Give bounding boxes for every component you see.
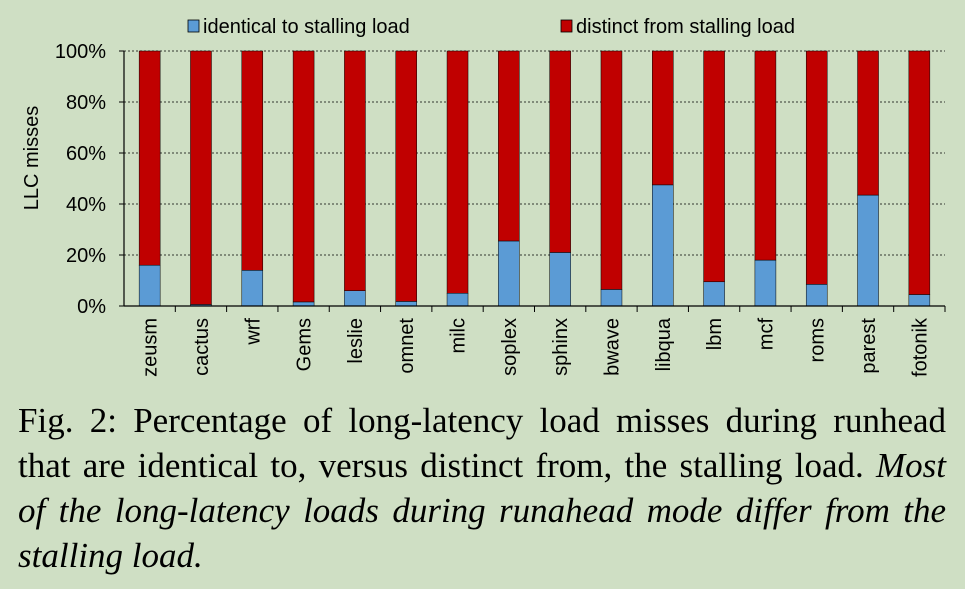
x-tick-label-omnet: omnet	[396, 318, 418, 374]
x-tick-label-parest: parest	[858, 318, 880, 374]
bar-identical-wrf	[241, 270, 264, 307]
bar-distinct-libqua	[652, 50, 674, 186]
bar-distinct-cactus	[190, 50, 212, 305]
x-tick-label-milc: milc	[448, 318, 470, 354]
x-tick-labels: zeusm cactus wrf Gems leslie omnet milc soplex s…	[140, 306, 946, 377]
bar-identical-zeusm	[138, 264, 161, 307]
caption-emphasis: Most of the long-latency loads during ru…	[18, 446, 947, 575]
y-tick-labels: 0% 20% 40% 60% 80% 100%	[55, 41, 124, 318]
x-tick-label-zeusm: zeusm	[140, 318, 162, 377]
y-tick-label: 40%	[66, 194, 106, 216]
x-tick-label-bwave: bwave	[601, 318, 623, 376]
legend-label-distinct: distinct from stalling load	[576, 16, 795, 38]
bar-identical-fotonik	[908, 294, 931, 307]
bar-identical-omnet	[395, 301, 417, 307]
x-tick-label-soplex: soplex	[499, 318, 521, 376]
x-tick-label-roms: roms	[807, 318, 829, 362]
bar-identical-milc	[446, 293, 469, 307]
bar-identical-sphinx	[549, 252, 571, 307]
bar-identical-parest	[857, 194, 879, 307]
bar-identical-roms	[805, 284, 828, 307]
y-tick-label: 0%	[77, 296, 106, 318]
bar-distinct-soplex	[498, 50, 520, 242]
x-tick-label-cactus: cactus	[191, 318, 213, 376]
x-tick-label-lbm: lbm	[704, 318, 726, 350]
bar-distinct-wrf	[241, 50, 264, 271]
x-tick-label-Gems: Gems	[294, 318, 316, 371]
bar-distinct-lbm	[703, 50, 725, 283]
x-tick-label-fotonik: fotonik	[909, 317, 931, 377]
bar-distinct-sphinx	[549, 50, 571, 253]
bar-identical-soplex	[498, 240, 520, 307]
caption-label: Fig. 2:	[18, 401, 117, 440]
bars	[138, 50, 931, 307]
x-tick-label-wrf: wrf	[242, 318, 264, 346]
legend-swatch-distinct	[560, 19, 573, 33]
bar-distinct-leslie	[344, 50, 366, 291]
y-axis-label: LLC misses	[21, 106, 43, 210]
x-tick-label-leslie: leslie	[345, 318, 367, 364]
legend-swatch-identical	[187, 19, 200, 33]
bar-identical-bwave	[600, 289, 623, 307]
bar-distinct-zeusm	[138, 50, 161, 266]
bar-identical-lbm	[703, 281, 725, 307]
y-tick-label: 100%	[55, 41, 106, 63]
caption-text: Percentage of long-latency load misses d…	[18, 401, 947, 485]
bar-distinct-fotonik	[908, 50, 931, 295]
bar-distinct-parest	[857, 50, 879, 196]
bar-identical-Gems	[292, 301, 315, 307]
x-tick-label-sphinx: sphinx	[550, 318, 572, 376]
bar-distinct-omnet	[395, 50, 417, 302]
x-tick-label-mcf: mcf	[755, 318, 777, 351]
figure-caption: Fig. 2: Percentage of long-latency load …	[18, 398, 946, 578]
legend-label-identical: identical to stalling load	[203, 16, 410, 38]
stacked-bar-chart: 0% 20% 40% 60% 80% 100% zeusm cactus wrf Gems les…	[21, 16, 946, 377]
bar-identical-mcf	[754, 259, 777, 307]
y-tick-label: 60%	[66, 143, 106, 165]
y-tick-label: 20%	[66, 245, 106, 267]
bar-distinct-mcf	[754, 50, 777, 261]
bar-identical-libqua	[652, 184, 674, 307]
bar-distinct-bwave	[600, 50, 623, 290]
y-tick-label: 80%	[66, 92, 106, 114]
bar-identical-leslie	[344, 290, 366, 307]
legend: identical to stalling load distinct from…	[187, 16, 795, 38]
bar-distinct-milc	[446, 50, 469, 294]
bar-distinct-Gems	[292, 50, 315, 303]
bar-distinct-roms	[805, 50, 828, 285]
x-tick-label-libqua: libqua	[653, 317, 675, 371]
